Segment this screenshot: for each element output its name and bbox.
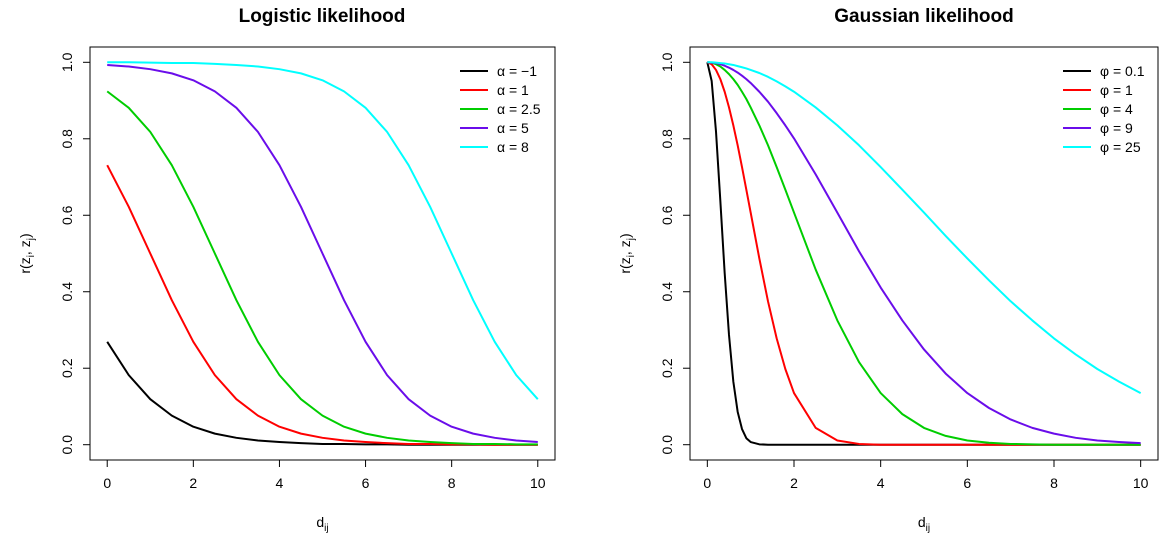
y-tick-label: 0.2 bbox=[59, 358, 75, 378]
y-tick-label: 0.8 bbox=[59, 129, 75, 149]
y-tick-label: 1.0 bbox=[659, 52, 675, 72]
series-line-1 bbox=[706, 62, 1141, 446]
x-tick-label: 2 bbox=[189, 475, 197, 491]
y-axis-label-close: ) bbox=[17, 233, 33, 238]
x-tick-label: 4 bbox=[877, 475, 885, 491]
series-line-5 bbox=[107, 61, 539, 400]
legend-label-4: φ = 9 bbox=[1100, 120, 1133, 136]
x-axis-label-subscript: ij bbox=[324, 523, 328, 534]
series-line-4 bbox=[707, 61, 1141, 445]
x-tick-label: 4 bbox=[276, 475, 284, 491]
y-axis-label-main: r(z bbox=[617, 257, 633, 273]
chart-panel-1: Logistic likelihood 0 2 4 6 8 10 0.0 0.2 0.4 0.6 0.… bbox=[17, 6, 556, 534]
y-tick-label: 0.6 bbox=[59, 205, 75, 225]
chart-title: Logistic likelihood bbox=[239, 6, 406, 27]
x-tick-label: 2 bbox=[790, 475, 798, 491]
y-axis-label-subscript-j: j bbox=[626, 238, 637, 241]
y-tick-label: 0.4 bbox=[659, 282, 675, 302]
series-line-3 bbox=[106, 90, 538, 446]
legend-label-2: φ = 1 bbox=[1100, 82, 1133, 98]
series-line-1 bbox=[106, 341, 538, 446]
x-tick-label: 10 bbox=[1133, 475, 1149, 491]
y-axis-label-separator: , z bbox=[17, 240, 33, 255]
x-axis-label-main: d bbox=[918, 514, 926, 530]
x-tick-label: 6 bbox=[362, 475, 370, 491]
x-tick-label: 6 bbox=[963, 475, 971, 491]
y-axis-label-subscript-j: j bbox=[26, 238, 37, 241]
x-tick-label: 8 bbox=[1050, 475, 1058, 491]
y-tick-label: 0.0 bbox=[659, 435, 675, 455]
y-tick-label: 0.0 bbox=[59, 435, 75, 455]
series-line-4 bbox=[107, 63, 538, 444]
series-line-2 bbox=[706, 61, 1141, 446]
chart-panel-2: Gaussian likelihood 0 2 4 6 8 10 0.0 0.2 0.4 0.6 0.… bbox=[617, 6, 1159, 534]
legend-label-5: φ = 25 bbox=[1100, 139, 1141, 155]
legend-label-4: α = 5 bbox=[497, 120, 529, 136]
legend-label-3: φ = 4 bbox=[1100, 101, 1133, 117]
x-tick-label: 0 bbox=[703, 475, 711, 491]
x-axis-label: dij bbox=[316, 514, 328, 534]
y-tick-label: 1.0 bbox=[59, 52, 75, 72]
y-axis-label: r(zi, zj) bbox=[617, 233, 637, 273]
legend-label-1: α = −1 bbox=[497, 63, 537, 79]
y-axis-label-subscript-i: i bbox=[626, 255, 637, 257]
y-axis-label-main: r(z bbox=[17, 257, 33, 273]
series-line-3 bbox=[707, 61, 1141, 446]
legend-label-1: φ = 0.1 bbox=[1100, 63, 1145, 79]
y-axis-label-close: ) bbox=[617, 233, 633, 238]
y-axis-label: r(zi, zj) bbox=[17, 233, 37, 273]
series-line-5 bbox=[707, 61, 1142, 394]
legend-label-3: α = 2.5 bbox=[497, 101, 541, 117]
y-tick-label: 0.8 bbox=[659, 129, 675, 149]
y-tick-label: 0.4 bbox=[59, 282, 75, 302]
legend-label-5: α = 8 bbox=[497, 139, 529, 155]
x-tick-label: 8 bbox=[448, 475, 456, 491]
x-axis-label-main: d bbox=[316, 514, 324, 530]
x-axis-label-subscript: ij bbox=[926, 523, 930, 534]
series-line-2 bbox=[106, 164, 538, 446]
y-tick-label: 0.6 bbox=[659, 205, 675, 225]
x-axis-label: dij bbox=[918, 514, 930, 534]
x-tick-label: 10 bbox=[530, 475, 546, 491]
legend-label-2: α = 1 bbox=[497, 82, 529, 98]
y-axis-label-subscript-i: i bbox=[26, 255, 37, 257]
y-axis-label-separator: , z bbox=[617, 240, 633, 255]
y-tick-label: 0.2 bbox=[659, 358, 675, 378]
x-tick-label: 0 bbox=[103, 475, 111, 491]
chart-title: Gaussian likelihood bbox=[834, 6, 1014, 27]
